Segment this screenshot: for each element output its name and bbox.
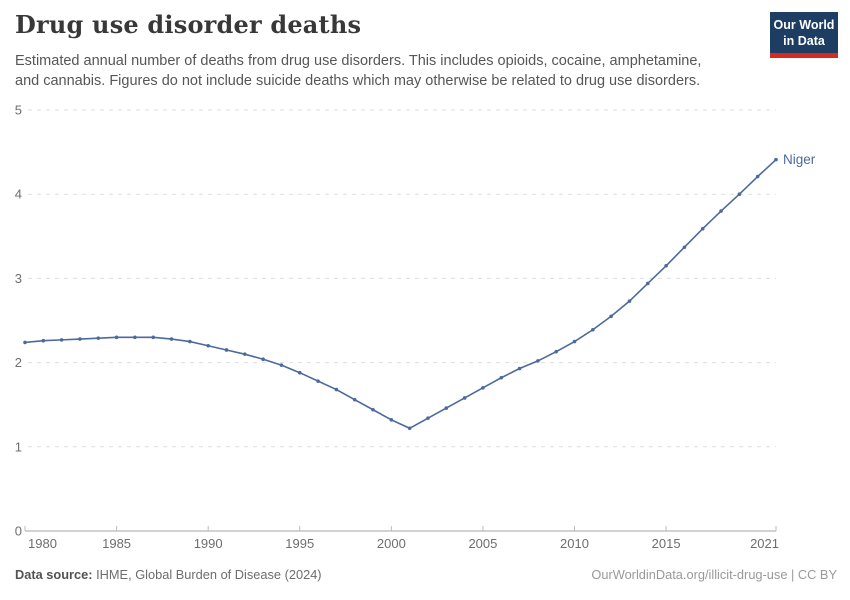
series-end-label-niger[interactable]: Niger [783,152,816,167]
data-source-value: IHME, Global Burden of Disease (2024) [96,567,322,582]
y-tick-label: 3 [15,271,22,286]
data-point [572,339,577,344]
x-tick-label: 2021 [750,536,779,551]
owid-logo-line2: in Data [783,34,825,48]
data-point [645,281,650,286]
data-point [188,339,192,344]
data-point [719,209,723,213]
data-point [96,336,101,340]
data-point [261,357,265,362]
data-point [371,407,375,412]
y-tick-label: 2 [15,355,22,370]
data-point [389,418,394,422]
x-tick-label: 2005 [468,536,497,551]
data-point [664,263,668,268]
data-point [297,370,302,375]
line-chart: 0 1 2 3 4 5 1980 1985 1990 1995 2000 2005 2010 2015 20… [15,103,816,552]
data-source: Data source: IHME, Global Burden of Dise… [15,567,322,582]
data-point [609,314,613,319]
y-tick-label: 4 [15,187,22,202]
data-point [627,299,632,303]
data-point [700,226,705,231]
data-point [114,335,119,340]
y-tick-label: 5 [15,103,22,118]
data-point [499,375,504,380]
x-tick-label: 2015 [652,536,681,551]
data-point [316,379,320,383]
data-point [352,397,357,402]
owid-logo-line1: Our World [773,18,835,32]
data-point [737,192,742,196]
data-point [23,340,27,345]
x-tick-label: 1985 [102,536,131,551]
niger-line-series[interactable] [24,158,777,430]
data-point [133,335,137,340]
y-tick-label: 1 [15,439,22,454]
x-tick-label: 2010 [560,536,589,551]
data-point [517,366,522,371]
owid-logo[interactable]: Our World in Data [770,12,838,58]
data-point [78,337,82,341]
data-point [59,338,64,342]
data-point [243,352,247,356]
data-source-label: Data source: [15,567,93,582]
chart-subtitle: Estimated annual number of deaths from d… [15,53,702,89]
x-tick-label: 2000 [377,536,406,551]
chart-footer: Data source: IHME, Global Burden of Dise… [15,567,837,582]
license-link[interactable]: OurWorldinData.org/illicit-drug-use | CC… [591,567,837,582]
data-point [279,363,284,367]
data-point [407,426,412,431]
data-point [426,416,430,420]
data-point [774,157,778,162]
data-point [462,396,467,400]
data-point [554,349,558,354]
data-point [206,343,210,348]
x-tick-label: 1995 [285,536,314,551]
data-point [755,174,760,179]
data-point [591,327,595,332]
y-tick-label: 0 [15,524,22,539]
x-tick-label: 1980 [28,536,57,551]
data-point [169,337,174,341]
data-point [682,245,687,250]
data-point [536,359,540,363]
data-point [334,387,339,392]
data-point [481,386,485,390]
data-point [151,335,156,340]
data-point [444,406,449,410]
data-point [41,338,46,343]
page-title: Drug use disorder deaths [15,10,362,39]
data-point [224,348,229,352]
x-tick-label: 1990 [194,536,223,551]
